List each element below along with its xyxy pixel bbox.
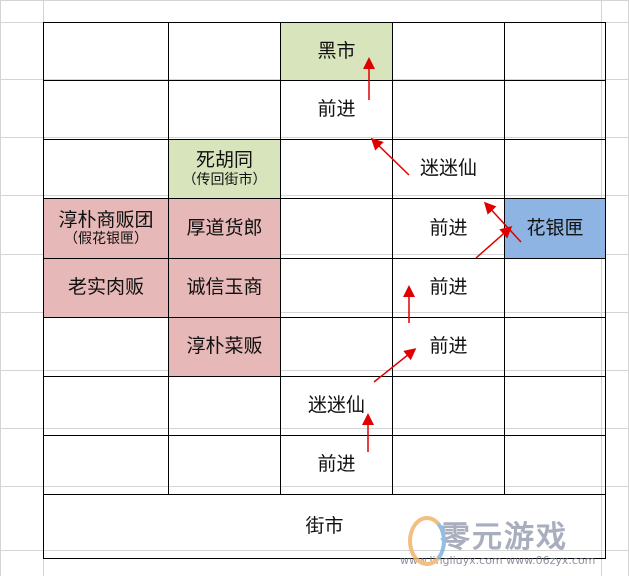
empty-cell <box>168 80 281 140</box>
watermark-name: 零元游戏 <box>440 520 568 555</box>
cell-label: 淳朴菜贩 <box>186 335 263 358</box>
empty-cell <box>43 317 169 377</box>
watermark: 零元游戏 www.lingliuyx.com www.06zyx.com <box>400 512 595 567</box>
cell-label: 前进 <box>429 276 468 299</box>
cell-label: 迷迷仙 <box>307 394 365 417</box>
route-arrow <box>370 137 410 176</box>
sheet-gridline <box>0 0 1 576</box>
map-cell-淳朴商贩团: 淳朴商贩团 （假花银匣） <box>43 198 169 259</box>
empty-cell <box>43 139 169 199</box>
grid-row: 前进 <box>43 435 606 495</box>
empty-cell <box>504 317 606 377</box>
grid-row: 黑市 <box>43 22 606 81</box>
empty-cell <box>504 139 606 199</box>
empty-cell <box>392 22 505 81</box>
cell-label: 厚道货郎 <box>186 216 263 239</box>
cell-label: 黑市 <box>317 39 356 62</box>
cell-label: 诚信玉商 <box>186 276 263 299</box>
route-arrow <box>483 201 522 243</box>
map-grid: 黑市 前进 死胡同 （传回街市） 迷迷仙 淳朴商贩团 （假花银匣） 厚道货郎 前进 花银匣 老实肉贩… <box>43 22 606 559</box>
grid-row: 淳朴菜贩 前进 <box>43 317 606 377</box>
grid-row: 迷迷仙 <box>43 376 606 436</box>
empty-cell <box>168 435 281 495</box>
watermark-urls: www.lingliuyx.com www.06zyx.com <box>400 554 596 567</box>
empty-cell <box>504 22 606 81</box>
cell-label: 老实肉贩 <box>67 276 144 299</box>
empty-cell <box>280 317 393 377</box>
map-cell-淳朴菜贩: 淳朴菜贩 <box>168 317 281 377</box>
cell-label: 前进 <box>429 335 468 358</box>
sheet-gridline <box>0 0 629 1</box>
cell-note: （传回街市） <box>182 171 267 188</box>
empty-cell <box>168 376 281 436</box>
map-cell-花银匣: 花银匣 <box>504 198 606 259</box>
empty-cell <box>43 376 169 436</box>
cell-label: 前进 <box>317 98 356 121</box>
map-cell-死胡同: 死胡同 （传回街市） <box>168 139 281 199</box>
cell-label: 街市 <box>305 514 344 537</box>
cell-label: 前进 <box>429 216 468 239</box>
empty-cell <box>504 80 606 140</box>
watermark-logo-icon <box>408 516 446 566</box>
cell-label: 死胡同 <box>195 149 253 172</box>
empty-cell <box>392 435 505 495</box>
cell-label: 花银匣 <box>526 216 584 239</box>
cell-label: 前进 <box>317 453 356 476</box>
map-cell-street-market: 街市 <box>43 494 606 559</box>
map-cell-老实肉贩: 老实肉贩 <box>43 258 169 318</box>
cell-label: 迷迷仙 <box>419 157 477 180</box>
route-arrow <box>373 348 417 383</box>
cell-label: 淳朴商贩团 <box>58 208 154 231</box>
grid-row: 老实肉贩 诚信玉商 前进 <box>43 258 606 318</box>
cell-note: （假花银匣） <box>64 231 148 248</box>
empty-cell <box>504 376 606 436</box>
route-arrow <box>475 226 513 259</box>
map-cell-迷迷仙: 迷迷仙 <box>280 376 393 436</box>
map-cell-诚信玉商: 诚信玉商 <box>168 258 281 318</box>
map-cell-厚道货郎: 厚道货郎 <box>168 198 281 259</box>
map-cell-前进: 前进 <box>392 258 505 318</box>
grid-row: 死胡同 （传回街市） 迷迷仙 <box>43 139 606 199</box>
